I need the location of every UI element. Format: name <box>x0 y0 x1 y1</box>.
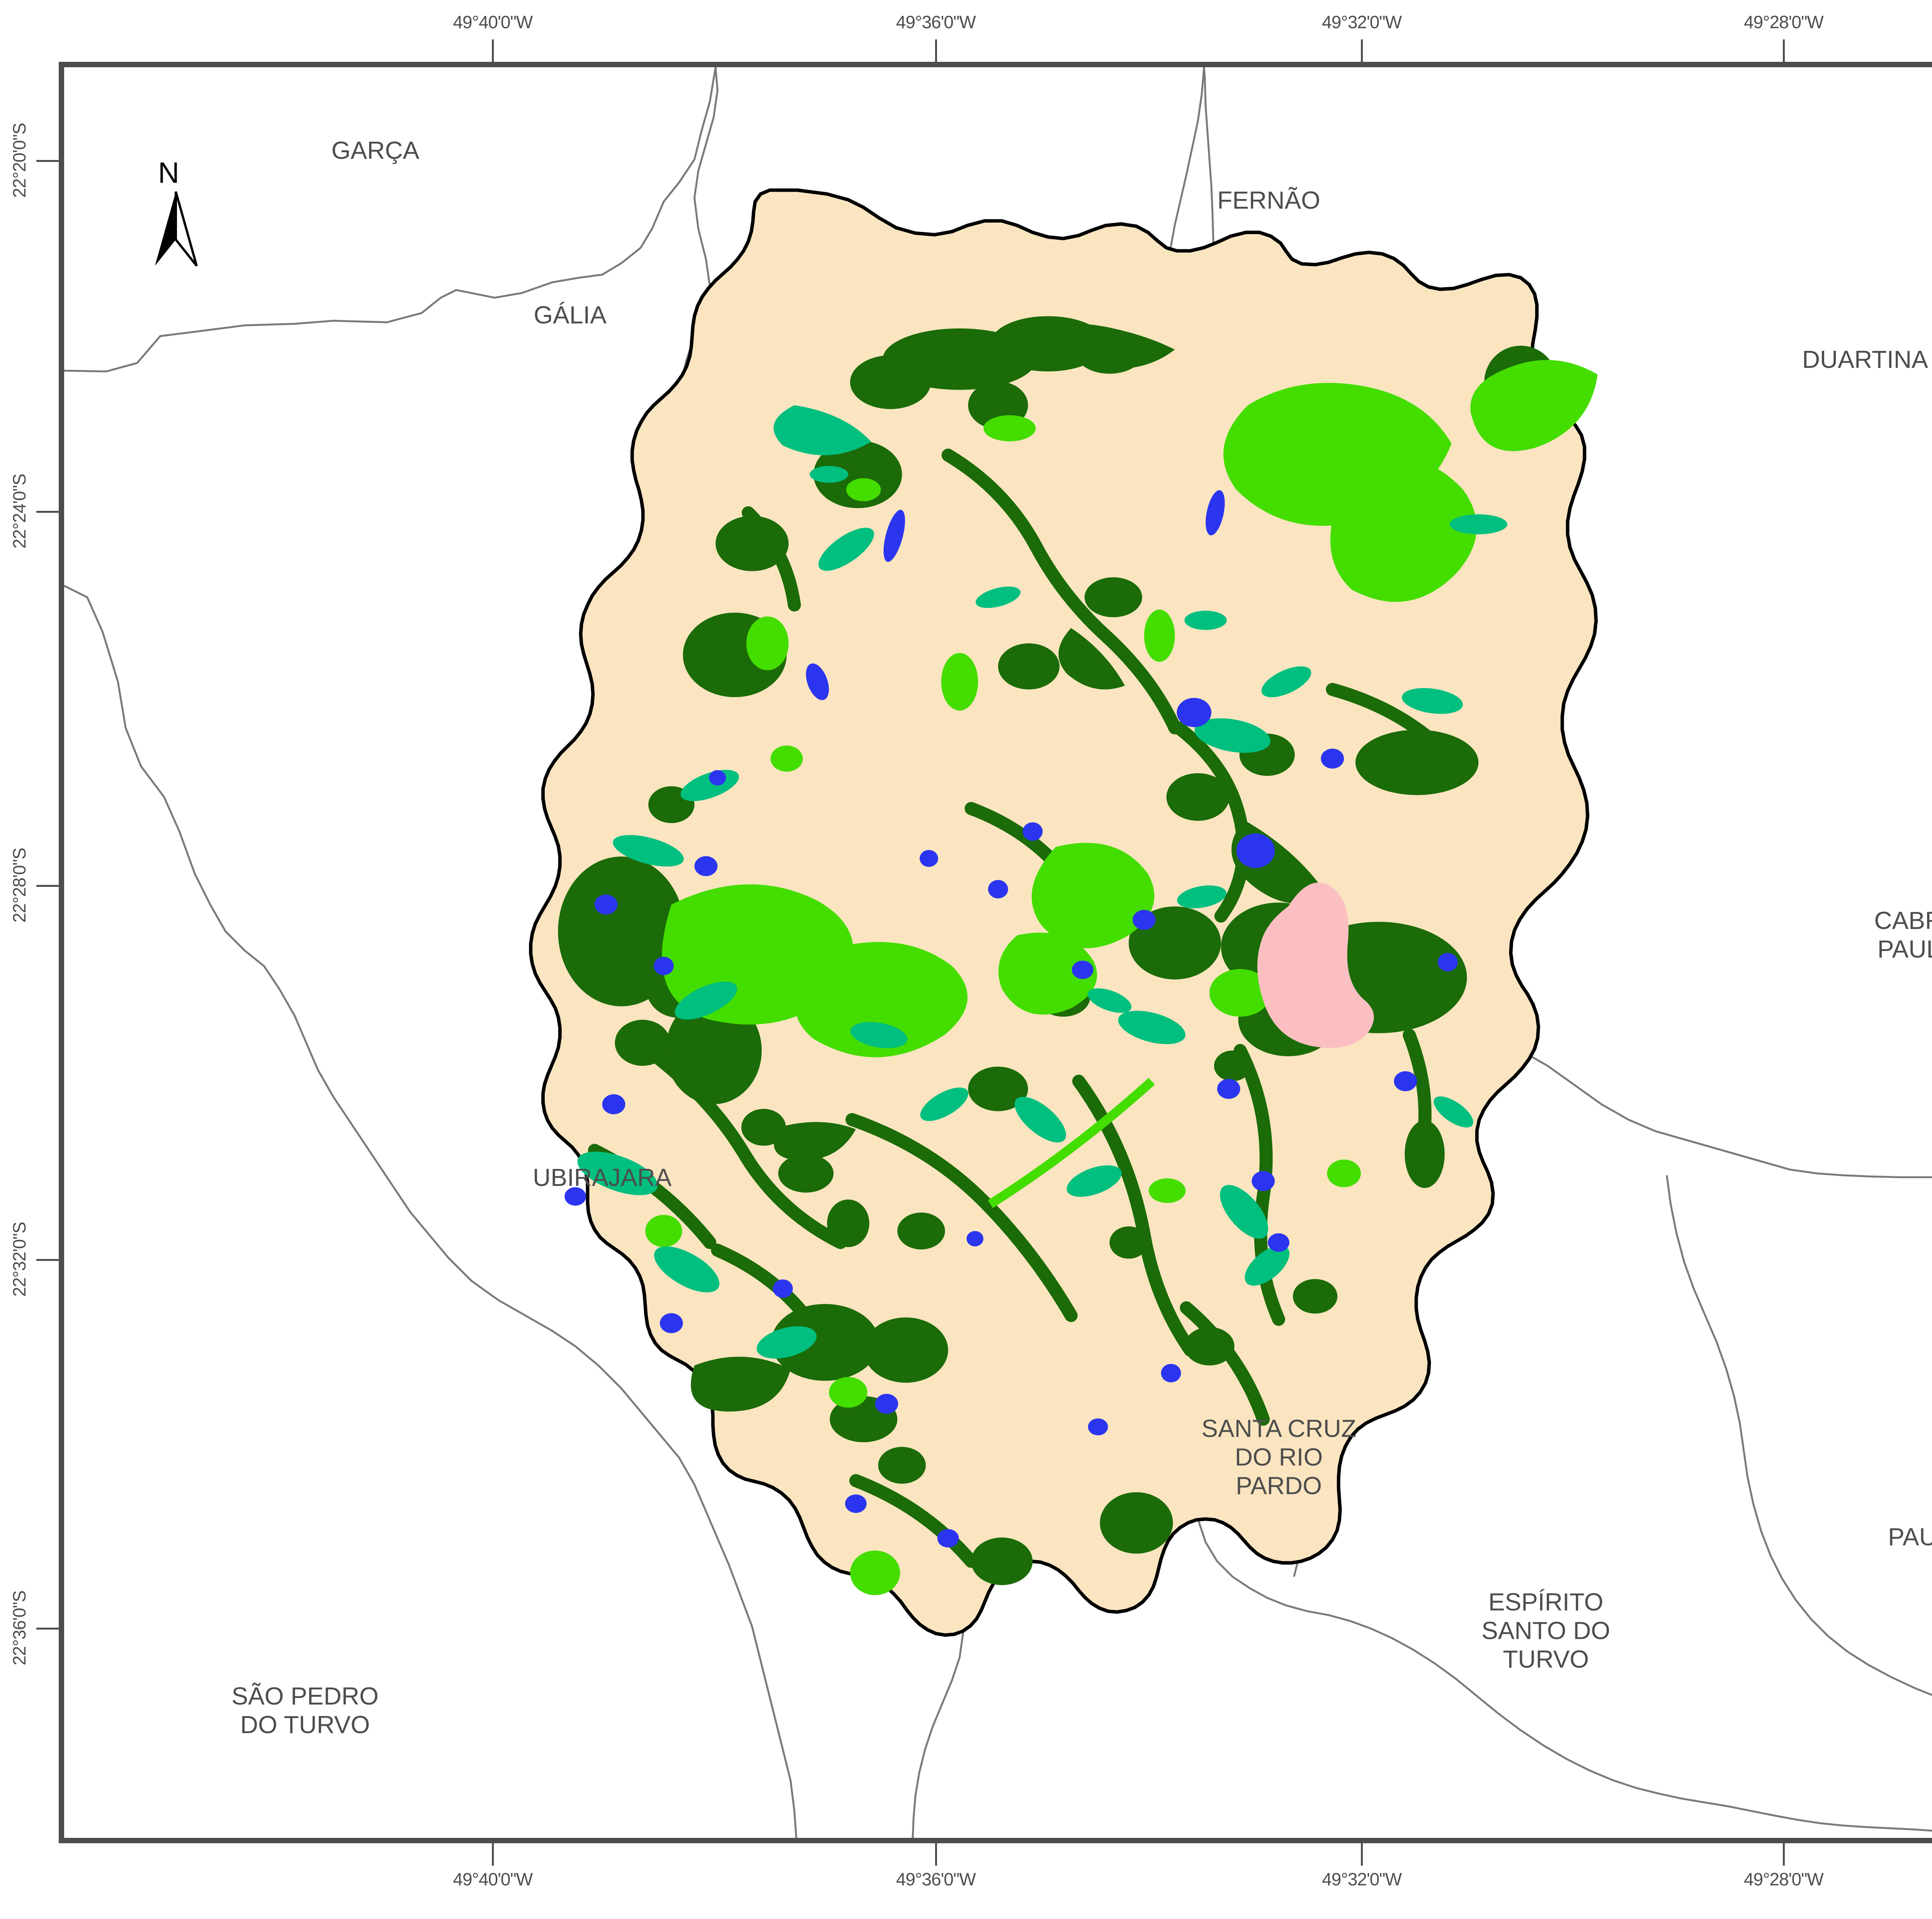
graticule-tick <box>492 39 494 62</box>
latitude-label: 22°24'0"S <box>9 474 29 549</box>
graticule-tick <box>36 885 59 887</box>
longitude-label: 49°28'0"W <box>1743 1869 1824 1889</box>
north-arrow: N <box>147 156 205 268</box>
graticule-tick <box>1782 1843 1785 1866</box>
urban-built-area <box>1257 882 1374 1048</box>
latitude-label: 22°32'0"S <box>9 1222 29 1297</box>
neighbor-municipality-label: SÃO PEDRO DO TURVO <box>231 1682 379 1739</box>
longitude-label: 49°28'0"W <box>1743 12 1824 32</box>
graticule-tick <box>1361 39 1363 62</box>
neighbor-municipality-label: GÁLIA <box>534 301 607 329</box>
municipality-landuse <box>529 188 1598 1637</box>
longitude-label: 49°32'0"W <box>1322 12 1402 32</box>
neighbor-municipality-label: FERNÃO <box>1217 186 1320 214</box>
neighbor-municipality-label: DUARTINA <box>1802 345 1928 373</box>
longitude-label: 49°40'0"W <box>453 12 533 32</box>
graticule-tick <box>36 511 59 513</box>
longitude-label: 49°36'0"W <box>896 12 976 32</box>
neighbor-municipality-label: CABRÁLIA PAULISTA <box>1874 906 1932 963</box>
graticule-tick <box>935 1843 937 1866</box>
graticule-tick <box>1361 1843 1363 1866</box>
latitude-label: 22°36'0"S <box>9 1591 29 1666</box>
neighbor-municipality-label: SANTA CRUZ DO RIO PARDO <box>1201 1414 1356 1500</box>
graticule-tick <box>36 1259 59 1261</box>
graticule-tick <box>36 1628 59 1630</box>
longitude-label: 49°40'0"W <box>453 1869 533 1889</box>
water-bodies <box>565 490 1458 1548</box>
scale-bar-tick-label: 0 <box>147 1837 159 1838</box>
scale-bar: 0 2 4 8 km <box>147 1837 597 1838</box>
graticule-tick <box>935 39 937 62</box>
latitude-label: 22°28'0"S <box>9 848 29 923</box>
longitude-label: 49°32'0"W <box>1322 1869 1402 1889</box>
silviculture-patches <box>645 360 1598 1595</box>
north-arrow-label: N <box>158 157 179 189</box>
neighbor-municipality-label: PAULISTÂNIA <box>1888 1523 1932 1551</box>
scale-bar-tick-label: 4 <box>357 1837 370 1838</box>
graticule-tick <box>1782 39 1785 62</box>
map-canvas <box>64 67 1932 1838</box>
non-forest-formation <box>577 405 1507 1359</box>
main-map-frame[interactable]: GARÇA FERNÃO GÁLIA DUARTINA CABRÁLIA PAULIST… <box>59 62 1932 1843</box>
graticule-tick <box>36 160 59 162</box>
north-arrow-icon <box>155 191 198 267</box>
scale-bar-tick-label: 2 <box>287 1837 299 1838</box>
scale-bar-tick-label: 8 km <box>559 1837 589 1838</box>
neighbor-municipality-label: UBIRAJARA <box>532 1163 672 1191</box>
scale-bar-ticks: 0 2 4 8 km <box>147 1837 597 1838</box>
neighbor-municipality-label: ESPÍRITO SANTO DO TURVO <box>1481 1588 1611 1674</box>
neighbor-municipality-label: GARÇA <box>331 136 420 165</box>
latitude-label: 22°20'0"S <box>9 123 29 198</box>
longitude-label: 49°36'0"W <box>896 1869 976 1889</box>
graticule-tick <box>492 1843 494 1866</box>
